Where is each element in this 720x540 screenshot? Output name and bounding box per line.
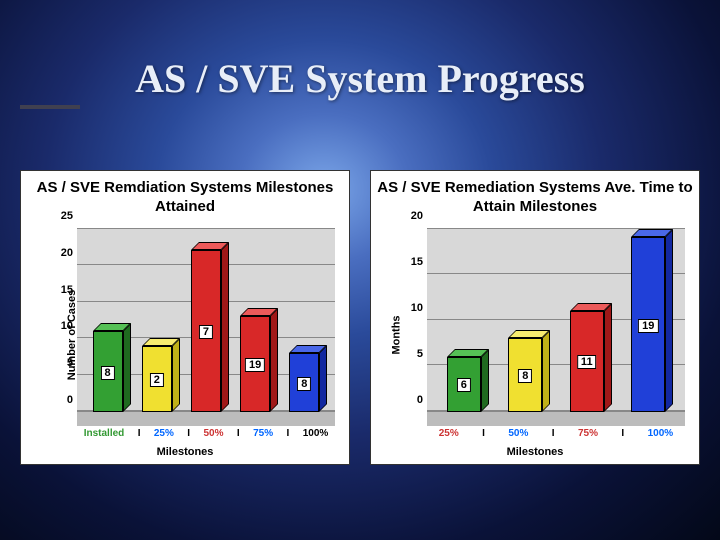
bar: 19 [631,237,665,412]
y-tick-label: 15 [411,256,423,268]
bar-value-label: 2 [150,373,164,387]
x-category-separator: I [550,428,557,439]
bar: 8 [289,353,319,412]
y-tick-label: 20 [411,210,423,222]
bar: 8 [93,331,123,412]
x-category-separator: I [136,428,143,439]
y-tick-label: 20 [61,247,73,259]
plot-area: 827198 0510152025 [77,229,335,427]
y-tick-label: 15 [61,284,73,296]
x-category-separator: I [185,428,192,439]
x-category-label: 25% [152,428,176,439]
bar: 19 [240,316,270,412]
title-bar: AS / SVE System Progress [20,55,700,125]
bar-side [270,308,278,412]
bar-side [221,242,229,412]
y-tick-label: 10 [411,302,423,314]
bar-value-label: 11 [577,355,597,369]
bar-side [542,330,550,412]
bar-value-label: 8 [518,369,532,383]
bar-value-label: 19 [245,358,265,372]
x-axis: Installed I 25% I 50% I 75% I 100% [77,428,335,446]
bar-value-label: 8 [297,377,311,391]
x-axis: 25% I 50% I 75% I 100% [427,428,685,446]
bar: 11 [570,311,604,412]
x-category-separator: I [480,428,487,439]
x-category-label: 100% [646,428,676,439]
x-category-separator: I [235,428,242,439]
x-axis-title: Milestones [21,446,349,464]
y-axis-label: Months [391,316,403,355]
chart-body: Number of Cases 827198 0510152025 Instal… [29,225,341,447]
chart-time-to-milestones: AS / SVE Remediation Systems Ave. Time t… [370,170,700,465]
x-category-separator: I [285,428,292,439]
plot-floor [77,412,335,426]
bar: 7 [191,250,221,412]
plot-area: 681119 05101520 [427,229,685,427]
x-category-label: 75% [251,428,275,439]
plot-floor [427,412,685,426]
y-tick-label: 5 [67,357,73,369]
bar: 6 [447,357,481,412]
x-category-label: 75% [576,428,600,439]
bar-side [123,323,131,412]
y-tick-label: 5 [417,348,423,360]
charts-row: AS / SVE Remdiation Systems Milestones A… [20,170,700,465]
bar: 8 [508,338,542,412]
bar-side [172,338,180,412]
bar-value-label: 6 [457,378,471,392]
y-tick-label: 0 [417,394,423,406]
bars-row: 6 8 11 19 [427,229,685,413]
bar-side [319,345,327,412]
y-tick-label: 25 [61,210,73,222]
x-category-label: 100% [301,428,331,439]
bar-side [604,303,612,412]
y-tick-label: 0 [67,394,73,406]
bar-value-label: 8 [101,366,115,380]
x-axis-title: Milestones [371,446,699,464]
bar-side [481,349,489,412]
bar-side [665,229,673,412]
x-category-label: 25% [437,428,461,439]
x-category-label: 50% [506,428,530,439]
bar-value-label: 7 [199,325,213,339]
title-underline [20,105,80,109]
x-category-separator: I [619,428,626,439]
chart-milestones-attained: AS / SVE Remdiation Systems Milestones A… [20,170,350,465]
x-category-label: Installed [82,428,127,439]
y-tick-label: 10 [61,320,73,332]
page-title: AS / SVE System Progress [20,55,700,102]
bar: 2 [142,346,172,412]
bar-value-label: 19 [638,319,658,333]
chart-body: Months 681119 05101520 25%I50%I75%I100% [379,225,691,447]
x-category-label: 50% [201,428,225,439]
bars-row: 8 2 7 19 8 [77,229,335,413]
